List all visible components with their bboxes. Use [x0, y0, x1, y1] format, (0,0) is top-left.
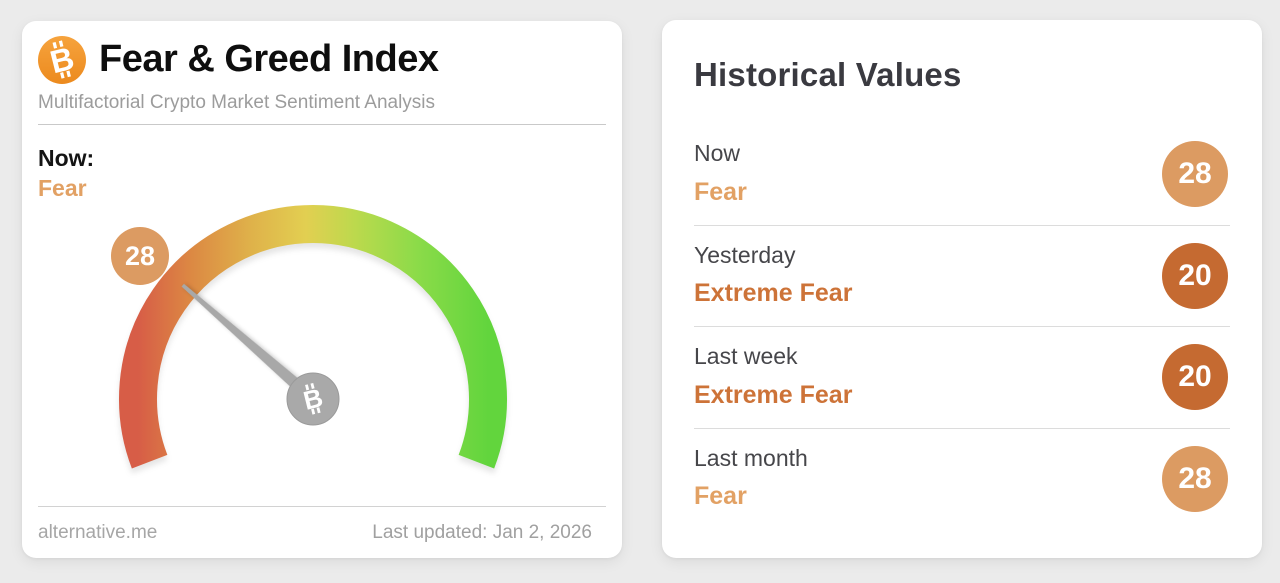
historical-row: Now Fear 28 [694, 124, 1230, 226]
row-value: 20 [1178, 258, 1212, 292]
gauge-card-title: Fear & Greed Index [99, 38, 439, 81]
row-classification: Extreme Fear [694, 279, 853, 308]
row-classification: Fear [694, 482, 747, 511]
historical-title: Historical Values [694, 56, 962, 93]
gauge-card-footer: alternative.me Last updated: Jan 2, 2026 [38, 522, 592, 544]
row-value-badge: 20 [1162, 344, 1228, 411]
historical-values-card: Historical Values Now Fear 28 Yesterday Extr… [662, 20, 1262, 558]
gauge-needle [181, 283, 322, 408]
now-classification: Fear [38, 175, 87, 202]
bitcoin-icon: B [38, 36, 86, 84]
fear-greed-card: B 28 B [22, 21, 622, 558]
attribution-link[interactable]: alternative.me [38, 522, 158, 543]
svg-text:B: B [300, 382, 325, 416]
row-value-badge: 20 [1162, 242, 1228, 309]
row-value: 28 [1178, 462, 1212, 496]
row-classification: Fear [694, 177, 747, 206]
gauge-value: 28 [125, 241, 155, 271]
row-value: 28 [1178, 157, 1212, 191]
row-value: 20 [1178, 360, 1212, 394]
row-classification: Extreme Fear [694, 380, 853, 409]
row-period-label: Last month [694, 444, 808, 471]
historical-row: Last week Extreme Fear 20 [694, 327, 1230, 429]
gauge-value-badge: 28 [111, 227, 169, 285]
row-period-label: Now [694, 139, 741, 166]
now-label: Now: [38, 145, 95, 171]
historical-row: Last month Fear 28 [694, 429, 1230, 530]
gauge-arc [119, 205, 507, 469]
row-value-badge: 28 [1162, 141, 1228, 208]
footer-divider [38, 506, 606, 507]
row-value-badge: 28 [1162, 446, 1228, 513]
header-divider [38, 124, 606, 125]
row-period-label: Yesterday [694, 241, 796, 268]
historical-rows: Now Fear 28 Yesterday Extreme Fear 20 Last wee… [694, 124, 1230, 529]
historical-row: Yesterday Extreme Fear 20 [694, 226, 1230, 328]
gauge-hub-bitcoin-icon: B [286, 372, 340, 426]
gauge-card-header: B Fear & Greed Index [38, 36, 606, 84]
last-updated: Last updated: Jan 2, 2026 [372, 522, 592, 543]
row-period-label: Last week [694, 343, 798, 370]
gauge-card-subtitle: Multifactorial Crypto Market Sentiment A… [38, 92, 436, 113]
